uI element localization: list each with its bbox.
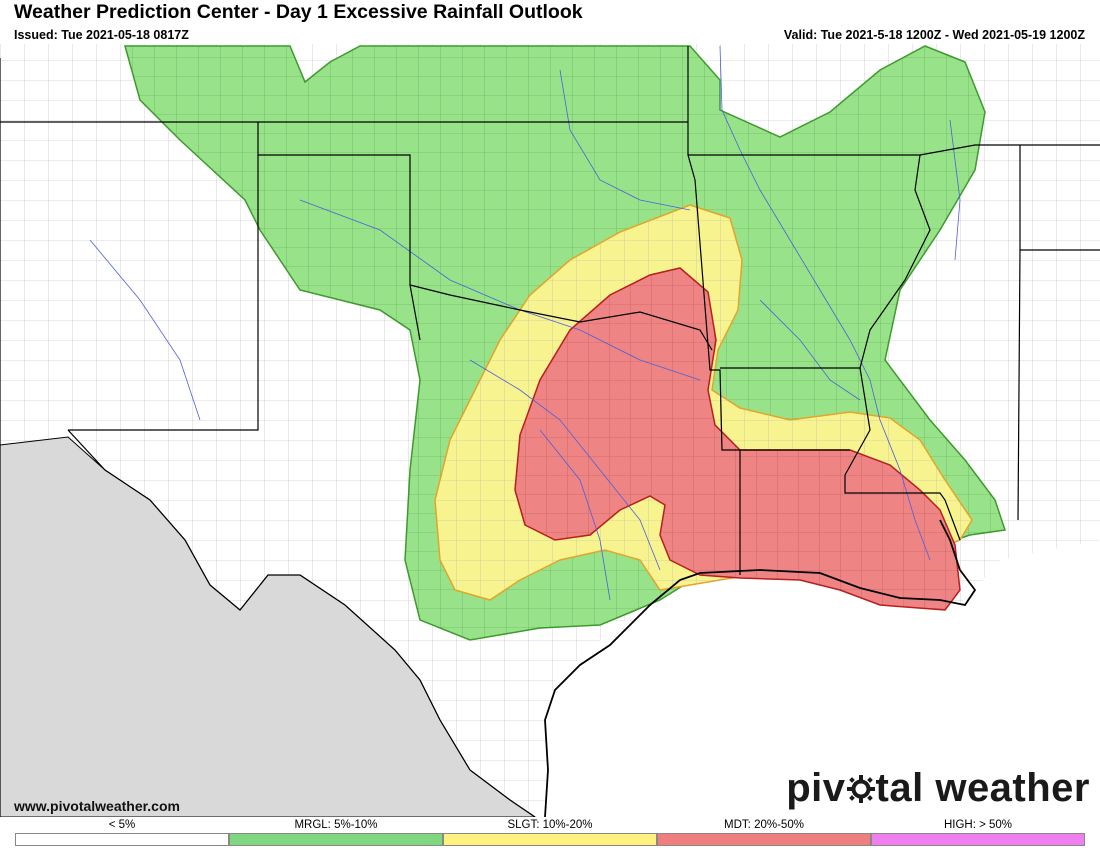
legend-swatch	[229, 833, 443, 846]
state-boundaries	[0, 46, 1100, 817]
valid-time: Valid: Tue 2021-5-18 1200Z - Wed 2021-05…	[783, 28, 1085, 42]
rivers	[89, 45, 961, 601]
legend-label: < 5%	[108, 819, 136, 831]
legend-item-moderate: MDT: 20%-50%	[657, 819, 871, 847]
legend-item-slight: SLGT: 10%-20%	[443, 819, 657, 847]
legend-label: HIGH: > 50%	[943, 819, 1013, 831]
legend-label: SLGT: 10%-20%	[507, 819, 593, 831]
gulf-of-mexico	[545, 540, 1100, 817]
pivotal-weather-logo: piv tal weather	[786, 766, 1090, 811]
legend-label: MDT: 20%-50%	[724, 819, 804, 831]
legend-item-high: HIGH: > 50%	[871, 819, 1085, 847]
legend-swatch	[443, 833, 657, 846]
logo-text-start: piv	[786, 766, 846, 810]
legend-item-marginal: MRGL: 5%-10%	[229, 819, 443, 847]
rainfall-outlook-map[interactable]	[0, 44, 1100, 817]
legend-swatch	[657, 833, 871, 846]
logo-text-end: tal weather	[875, 766, 1090, 810]
gear-sun-icon	[846, 768, 875, 803]
issued-time: Issued: Tue 2021-05-18 0817Z	[14, 28, 189, 42]
page-title: Weather Prediction Center - Day 1 Excess…	[14, 1, 583, 23]
website-url[interactable]: www.pivotalweather.com	[14, 798, 180, 814]
legend-label: MRGL: 5%-10%	[294, 819, 378, 831]
gulf-coastline	[544, 519, 977, 817]
legend-item-none: < 5%	[15, 819, 229, 847]
risk-legend: < 5% MRGL: 5%-10% SLGT: 10%-20% MDT: 20%…	[15, 819, 1085, 847]
legend-swatch	[871, 833, 1085, 846]
legend-swatch	[15, 833, 229, 846]
